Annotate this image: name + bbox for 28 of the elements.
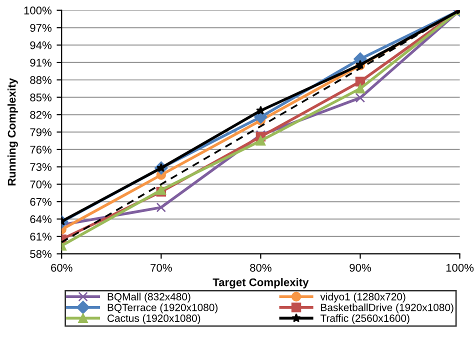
y-tick-label: 76% [30,146,52,154]
x-tick-label: 70% [150,264,172,272]
legend-label: Traffic (2560x1600) [320,314,410,324]
y-tick-label: 70% [30,180,52,188]
legend-label: BQMall (832x480) [108,292,190,302]
y-tick-label: 61% [30,232,52,241]
y-axis-title: Running Complexity [8,78,18,186]
y-tick-label: 91% [30,58,52,67]
y-tick-label: 88% [30,76,52,84]
x-tick-label: 80% [250,264,272,272]
y-tick-label: 85% [30,94,52,102]
x-tick-label: 60% [51,264,72,272]
x-axis-title: Target Complexity [212,278,309,288]
y-tick-label: 94% [30,41,52,50]
y-tick-label: 97% [30,24,52,32]
y-tick-label: 67% [30,198,52,206]
y-tick-label: 79% [30,128,52,136]
legend-label: Cactus (1920x1080) [108,314,200,324]
legend-label: BasketballDrive (1920x1080) [321,304,454,314]
y-tick-label: 73% [30,163,52,171]
x-tick-label: 100% [446,264,474,272]
legend-label: vidyo1 (1280x720) [320,292,406,302]
y-tick-label: 82% [30,110,52,119]
y-tick-label: 100% [24,6,52,14]
y-tick-label: 64% [30,215,52,224]
y-tick-label: 58% [30,250,52,258]
legend-label: BQTerrace (1920x1080) [108,304,218,314]
x-tick-label: 90% [350,264,371,272]
